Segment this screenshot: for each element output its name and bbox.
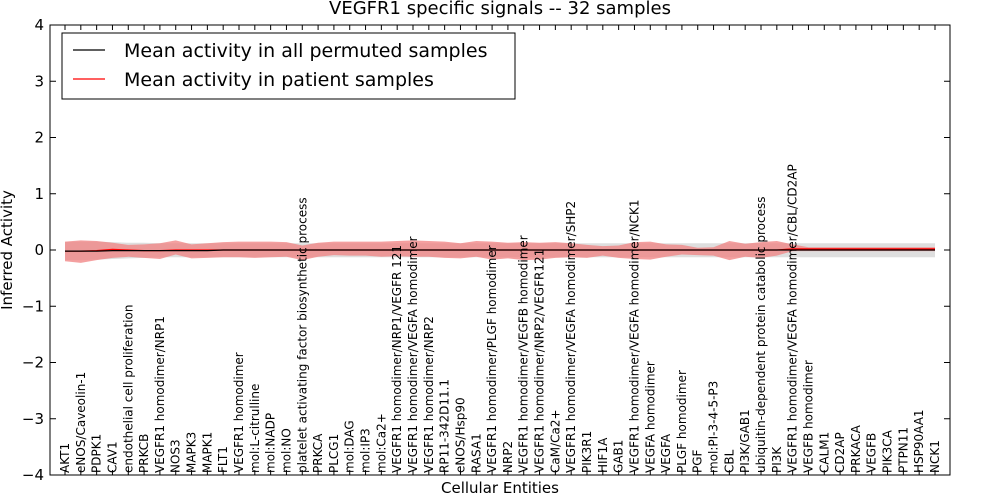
x-category-label: NOS3 <box>169 439 183 473</box>
x-category-label: mol:Ca2+ <box>374 413 388 473</box>
x-category-label: PRKCA <box>311 433 325 473</box>
x-category-label: VEGFR1 homodimer/NRP1 <box>153 316 167 473</box>
legend: Mean activity in all permuted samples Me… <box>61 32 516 100</box>
x-category-label: VEGFR1 homodimer/NRP2 <box>422 316 436 473</box>
x-category-label: VEGFR1 homodimer/VEGFA homodimer <box>406 236 420 473</box>
y-tick-label: −3 <box>22 410 44 428</box>
x-category-label: PI3K/GAB1 <box>738 409 752 473</box>
x-category-label: PGF <box>691 449 705 473</box>
confidence-bands <box>65 240 935 263</box>
x-category-label: endothelial cell proliferation <box>121 305 135 473</box>
x-category-label: mol:IP3 <box>359 428 373 473</box>
x-category-label: CaM/Ca2+ <box>548 409 562 473</box>
legend-label-permuted: Mean activity in all permuted samples <box>124 40 487 62</box>
x-category-label: eNOS/Hsp90 <box>454 397 468 473</box>
x-category-label: VEGFB <box>865 433 879 473</box>
legend-box <box>61 32 516 100</box>
y-tick-label: −4 <box>22 466 44 484</box>
x-category-label: VEGFR1 homodimer/NRP2/VEGFR121 <box>533 249 547 473</box>
chart-title: VEGFR1 specific signals -- 32 samples <box>329 0 671 19</box>
x-category-label: PDPK1 <box>90 434 104 473</box>
x-category-label: HSP90AA1 <box>912 409 926 473</box>
x-category-label: VEGFR1 homodimer <box>232 352 246 473</box>
x-category-label: CD2AP <box>833 432 847 473</box>
x-category-label: mol:PI-3-4-5-P3 <box>707 381 721 473</box>
x-category-label: ubiquitin-dependent protein catabolic pr… <box>754 197 768 473</box>
x-category-label: VEGFB homodimer <box>802 360 816 473</box>
x-category-label: VEGFR1 homodimer/PLGF homodimer <box>485 245 499 473</box>
x-category-label: mol:L-citrulline <box>248 384 262 473</box>
x-category-label: MAPK3 <box>185 432 199 473</box>
x-category-label: eNOS/Caveolin-1 <box>74 372 88 473</box>
x-category-label: mol:DAG <box>343 420 357 473</box>
y-tick-label: 4 <box>34 16 44 34</box>
x-category-label: RASA1 <box>469 433 483 473</box>
x-category-label: PTPN11 <box>896 427 910 473</box>
x-category-label: mol:NADP <box>264 413 278 473</box>
x-category-label: VEGFR1 homodimer/VEGFA homodimer/NCK1 <box>628 199 642 473</box>
x-category-label: PIK3CA <box>881 429 895 473</box>
line-series-0 <box>65 249 935 252</box>
x-category-label: PRKCB <box>137 434 151 473</box>
x-category-label: HIF1A <box>596 437 610 473</box>
band-series-1 <box>65 240 935 263</box>
x-category-label: FLT1 <box>216 446 230 473</box>
x-category-label: AKT1 <box>58 443 72 473</box>
y-tick-label: 2 <box>34 129 44 147</box>
x-category-label: VEGFA homodimer <box>643 361 657 473</box>
y-axis-title: Inferred Activity <box>0 190 16 310</box>
y-tick-label: 3 <box>34 72 44 90</box>
y-tick-label: 1 <box>34 185 44 203</box>
x-category-label: NCK1 <box>928 440 942 473</box>
x-category-label: VEGFR1 homodimer/VEGFA homodimer/CBL/CD2… <box>786 164 800 473</box>
x-category-label: GAB1 <box>612 440 626 473</box>
y-tick-label: 0 <box>34 241 44 259</box>
x-category-label: VEGFR1 homodimer/NRP1/VEGFR 121 <box>390 245 404 473</box>
x-category-label: CALM1 <box>817 432 831 473</box>
x-category-label: RP11-342D11.1 <box>438 379 452 473</box>
x-category-label: VEGFR1 homodimer/VEGFB homodimer <box>517 235 531 473</box>
x-category-label: VEGFR1 homodimer/VEGFA homodimer/SHP2 <box>564 201 578 473</box>
x-category-label: CBL <box>722 449 736 473</box>
x-category-label: mol:NO <box>280 428 294 473</box>
series-lines <box>65 248 935 252</box>
x-axis-ticks <box>64 25 936 475</box>
x-category-label: PIK3R1 <box>580 431 594 473</box>
y-axis-ticks: −4 −3 −2 −1 0 1 2 3 4 <box>22 16 950 484</box>
x-category-label: PLCG1 <box>327 434 341 473</box>
x-category-label: PRKACA <box>849 424 863 473</box>
x-category-label: PI3K <box>770 446 784 473</box>
x-category-label: PLGF homodimer <box>675 370 689 473</box>
legend-label-patient: Mean activity in patient samples <box>124 69 434 91</box>
y-tick-label: −1 <box>22 297 44 315</box>
x-category-label: platelet activating factor biosynthetic … <box>295 197 309 473</box>
x-axis-category-labels: AKT1 eNOS/Caveolin-1 PDPK1 CAV1 endothelial … <box>58 164 942 473</box>
x-axis-title: Cellular Entities <box>441 479 559 497</box>
y-tick-label: −2 <box>22 354 44 372</box>
x-category-label: VEGFA <box>659 433 673 473</box>
x-category-label: NRP2 <box>501 441 515 473</box>
x-category-label: CAV1 <box>106 441 120 473</box>
x-category-label: MAPK1 <box>200 432 214 473</box>
